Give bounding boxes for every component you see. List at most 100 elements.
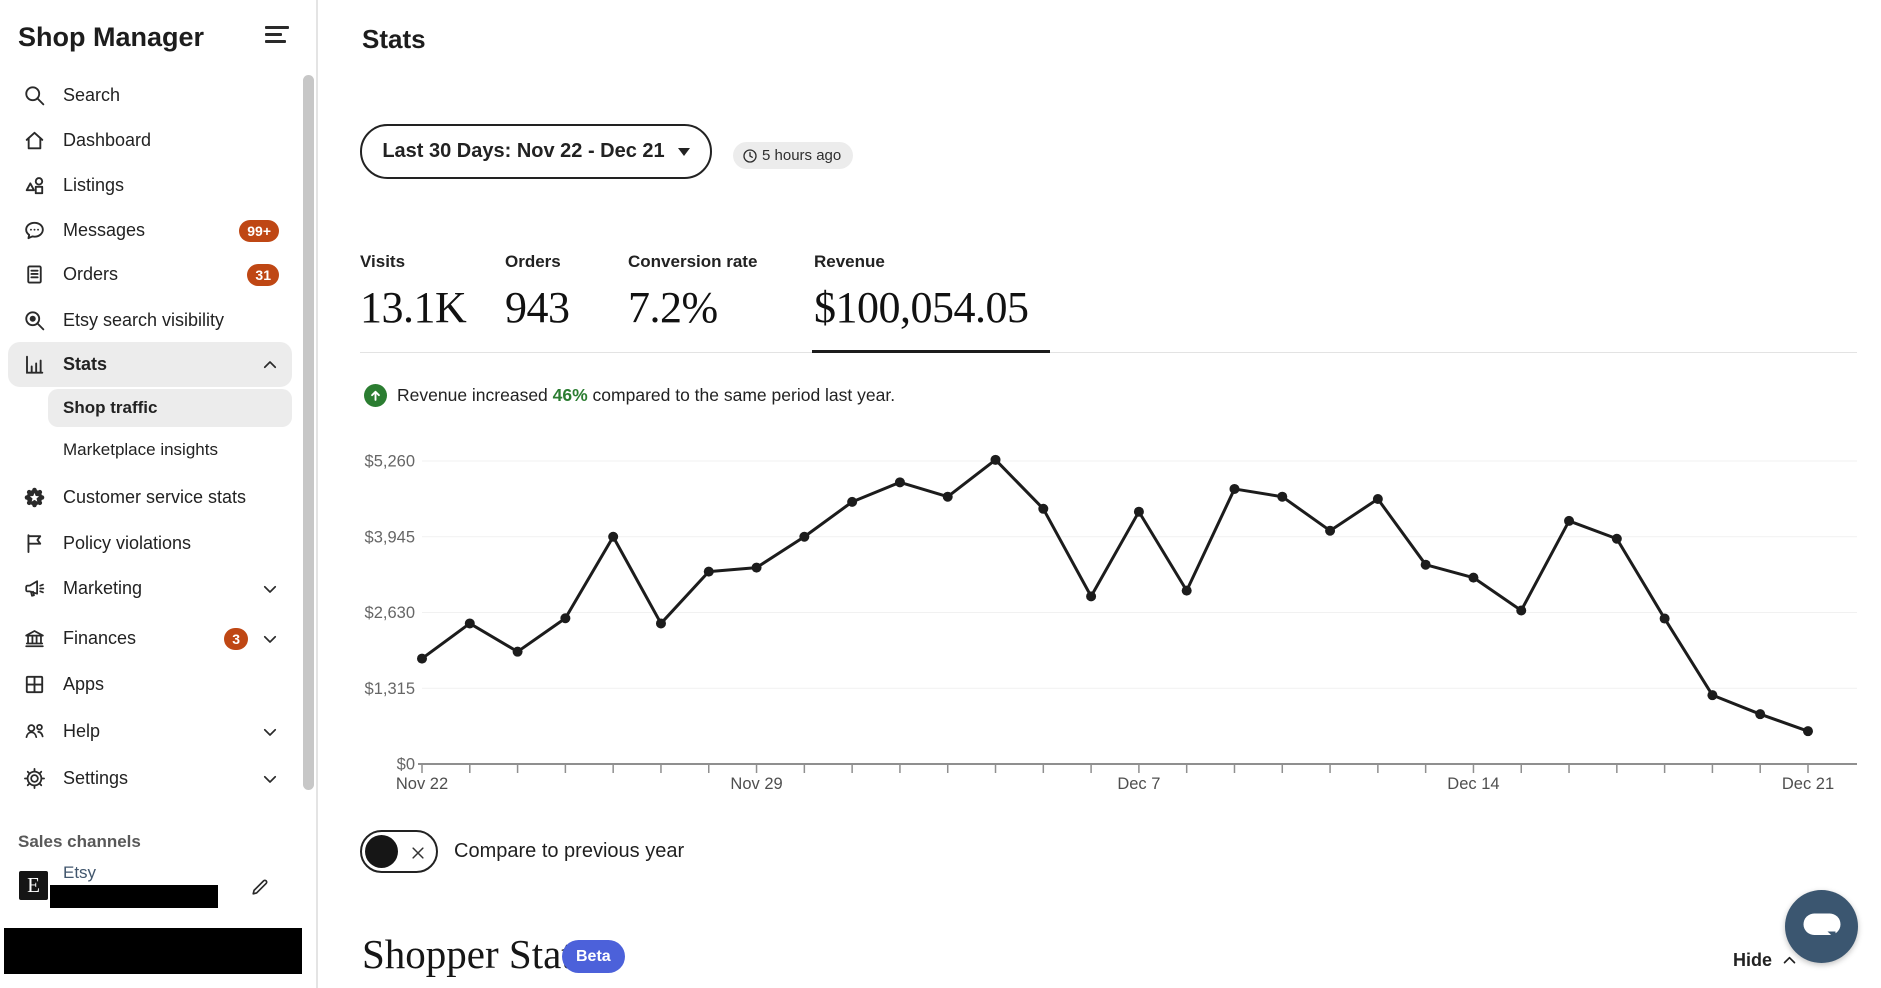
metric-value: 7.2% — [628, 283, 718, 332]
sidebar-item-etsy-search-visibility[interactable]: Etsy search visibility — [8, 298, 292, 343]
search-visibility-icon — [22, 308, 47, 333]
insight-highlight: 46% — [552, 385, 588, 405]
sidebar-item-label: Policy violations — [63, 533, 192, 553]
svg-text:Dec 21: Dec 21 — [1782, 775, 1834, 793]
sidebar-item-marketing[interactable]: Marketing — [8, 566, 292, 611]
etsy-channel-logo[interactable]: E — [19, 871, 48, 900]
etsy-channel-name[interactable]: Etsy — [63, 863, 97, 882]
metric-value: 13.1K — [360, 283, 467, 332]
last-updated-text: 5 hours ago — [762, 147, 842, 164]
sidebar-item-messages[interactable]: Messages 99+ — [8, 208, 292, 253]
clock-icon — [743, 148, 757, 163]
redacted-block — [4, 928, 302, 974]
svg-text:Nov 29: Nov 29 — [730, 775, 782, 793]
app-title: Shop Manager — [18, 22, 205, 52]
seal-star-icon — [22, 485, 47, 510]
metric-orders[interactable]: Orders 943 — [505, 252, 570, 333]
sidebar-item-orders[interactable]: Orders 31 — [8, 252, 292, 297]
svg-text:Dec 14: Dec 14 — [1447, 775, 1499, 793]
sidebar-item-policy-violations[interactable]: Policy violations — [8, 521, 292, 566]
sidebar-subitem-marketplace-insights[interactable]: Marketplace insights — [48, 431, 292, 469]
sidebar-item-settings[interactable]: Settings — [8, 756, 292, 801]
chat-bubble-icon — [1803, 913, 1840, 939]
revenue-chart-container: $0 $1,315 $2,630 $3,945 $5,260 Nov 22 Nov 29 De… — [360, 448, 1860, 800]
sidebar-item-apps[interactable]: Apps — [8, 662, 292, 707]
compare-toggle[interactable] — [360, 830, 438, 873]
sidebar-item-search[interactable]: Search — [8, 73, 292, 118]
gear-icon — [22, 766, 47, 791]
sales-channels-heading: Sales channels — [18, 832, 141, 851]
page-title: Stats — [362, 24, 426, 54]
people-icon — [22, 719, 47, 744]
insight-text: Revenue increased 46% compared to the sa… — [397, 385, 896, 405]
metric-visits[interactable]: Visits 13.1K — [360, 252, 467, 333]
sidebar-item-label: Search — [63, 85, 121, 105]
sidebar-item-label: Listings — [63, 175, 125, 195]
metric-revenue[interactable]: Revenue $100,054.05 — [814, 252, 1029, 333]
last-updated-badge: 5 hours ago — [733, 142, 854, 169]
sidebar-item-stats[interactable]: Stats — [8, 342, 292, 387]
arrow-up-circle-icon — [364, 384, 387, 407]
bank-icon — [22, 626, 47, 651]
sidebar-subitem-label: Shop traffic — [63, 398, 158, 417]
flag-icon — [22, 531, 47, 556]
sidebar-item-label: Settings — [63, 768, 129, 788]
sidebar-item-label: Messages — [63, 220, 146, 240]
sidebar: Shop Manager Search Dashboard Listings M… — [0, 0, 318, 988]
hide-section-button[interactable]: Hide — [1733, 950, 1798, 971]
hide-label: Hide — [1733, 950, 1773, 970]
toggle-knob — [365, 835, 398, 868]
sidebar-item-customer-service-stats[interactable]: Customer service stats — [8, 475, 292, 520]
metrics-divider — [360, 352, 1857, 353]
metric-label: Visits — [360, 252, 406, 271]
sidebar-scrollbar[interactable] — [303, 75, 314, 790]
collapse-menu-icon[interactable] — [265, 26, 291, 44]
chevron-up-icon — [1783, 956, 1796, 964]
sidebar-item-finances[interactable]: Finances 3 — [8, 616, 292, 661]
sidebar-item-label: Marketing — [63, 578, 143, 598]
sidebar-item-listings[interactable]: Listings — [8, 163, 292, 208]
search-icon — [22, 83, 47, 108]
document-icon — [22, 262, 47, 287]
sidebar-item-help[interactable]: Help — [8, 709, 292, 754]
chevron-down-icon — [261, 580, 279, 598]
svg-text:$1,315: $1,315 — [365, 680, 415, 698]
sidebar-item-label: Orders — [63, 264, 119, 284]
date-range-dropdown[interactable]: Last 30 Days: Nov 22 - Dec 21 — [360, 124, 712, 179]
messages-count-badge: 99+ — [239, 219, 279, 242]
redacted-shop-name — [50, 885, 218, 908]
finances-count-badge: 3 — [224, 627, 248, 650]
chevron-down-icon — [677, 147, 690, 156]
home-icon — [22, 128, 47, 153]
compare-toggle-row: Compare to previous year — [360, 830, 684, 873]
sidebar-subitem-shop-traffic[interactable]: Shop traffic — [48, 389, 292, 427]
bar-chart-icon — [22, 352, 47, 377]
beta-badge: Beta — [562, 940, 625, 973]
sidebar-item-dashboard[interactable]: Dashboard — [8, 118, 292, 163]
svg-text:Nov 22: Nov 22 — [396, 775, 448, 793]
orders-count-badge: 31 — [247, 263, 279, 286]
metric-label: Conversion rate — [628, 252, 758, 271]
main-content: Stats Last 30 Days: Nov 22 - Dec 21 5 ho… — [318, 0, 1881, 988]
sidebar-item-label: Dashboard — [63, 130, 152, 150]
chat-support-button[interactable] — [1785, 890, 1858, 963]
svg-text:$5,260: $5,260 — [365, 453, 415, 471]
metric-value: 943 — [505, 283, 570, 332]
date-range-label: Last 30 Days: Nov 22 - Dec 21 — [382, 140, 665, 162]
shopper-stats-title: Shopper Stats — [362, 931, 589, 977]
sidebar-item-label: Finances — [63, 628, 137, 648]
edit-pencil-icon[interactable] — [249, 876, 271, 898]
svg-text:Dec 7: Dec 7 — [1117, 775, 1160, 793]
insight-row: Revenue increased 46% compared to the sa… — [364, 384, 895, 407]
sidebar-item-label: Stats — [63, 354, 108, 374]
grid-icon — [22, 672, 47, 697]
chevron-up-icon — [261, 356, 279, 374]
compare-toggle-label: Compare to previous year — [454, 840, 685, 862]
revenue-chart: $0 $1,315 $2,630 $3,945 $5,260 Nov 22 Nov 29 De… — [365, 453, 1857, 793]
svg-text:$0: $0 — [397, 756, 415, 774]
metric-label: Revenue — [814, 252, 885, 271]
metric-label: Orders — [505, 252, 561, 271]
metric-conversion-rate[interactable]: Conversion rate 7.2% — [628, 252, 757, 333]
sidebar-item-label: Etsy search visibility — [63, 310, 225, 330]
sidebar-item-label: Apps — [63, 674, 105, 694]
